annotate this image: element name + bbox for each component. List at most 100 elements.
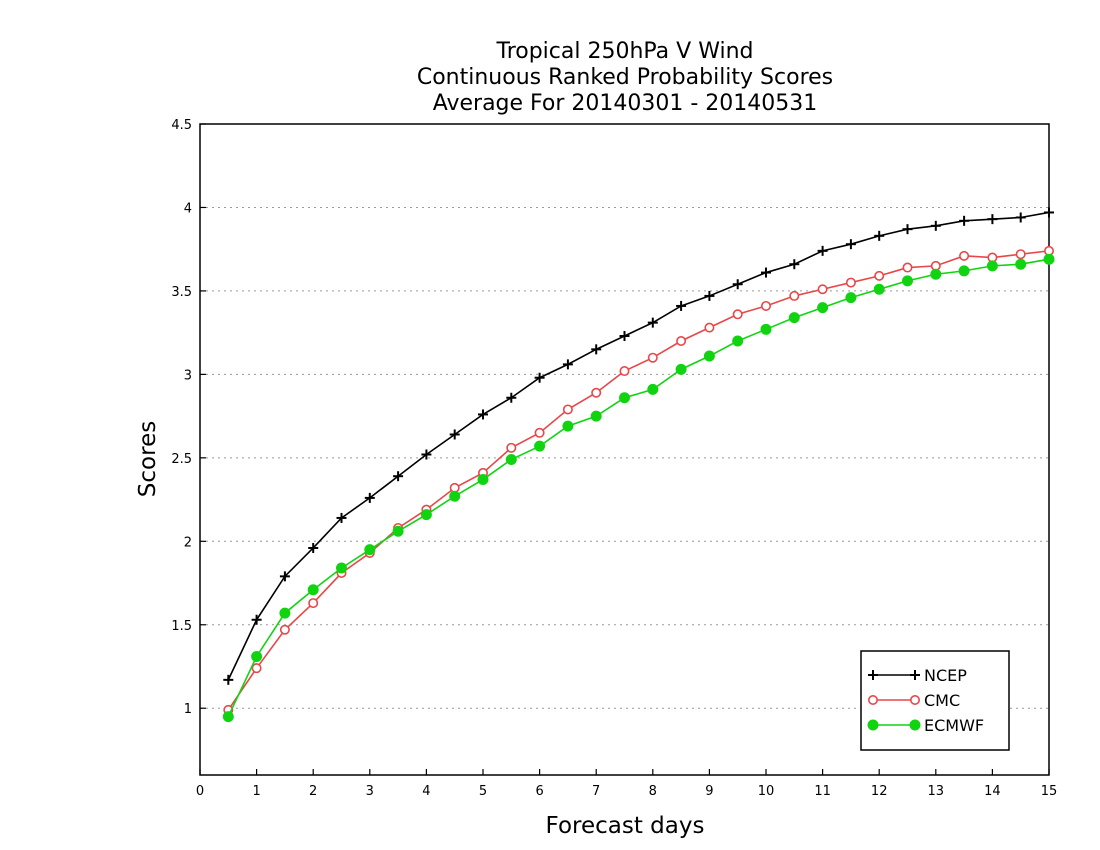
data-point-ecmwf [902, 275, 913, 287]
series-layer [222, 207, 1055, 723]
x-tick-label: 4 [422, 784, 430, 799]
legend-label-ecmwf: ECMWF [924, 716, 984, 735]
y-tick-label: 1.5 [171, 619, 192, 634]
data-point-cmc [789, 290, 800, 301]
y-tick-label: 2 [184, 535, 192, 550]
data-point-cmc [1015, 249, 1026, 260]
data-point-cmc [760, 300, 771, 311]
legend-marker-cmc [867, 694, 878, 705]
data-point-cmc [619, 366, 630, 377]
data-point-ecmwf [986, 260, 998, 272]
series-line-ncep [227, 211, 1050, 681]
data-point-ncep [761, 267, 771, 278]
data-point-ncep [647, 317, 658, 328]
data-point-ecmwf [307, 584, 319, 596]
data-point-ecmwf [647, 383, 659, 395]
series-ecmwf [222, 253, 1055, 723]
series-line-ecmwf [227, 258, 1050, 717]
series-cmc [223, 245, 1055, 715]
data-point-ecmwf [505, 454, 517, 466]
y-tick-label: 3 [184, 368, 192, 383]
data-point-ncep [506, 392, 517, 403]
data-point-ncep [364, 492, 375, 503]
data-point-cmc [308, 598, 319, 609]
data-point-ecmwf [817, 302, 829, 314]
data-point-ncep [336, 512, 347, 523]
data-point-ecmwf [562, 420, 574, 432]
data-point-ecmwf [1015, 258, 1027, 270]
legend-marker-cmc [909, 694, 920, 705]
data-point-ncep [902, 224, 913, 235]
data-point-cmc [506, 442, 517, 453]
x-tick-label: 14 [984, 784, 1001, 799]
data-point-ncep [562, 359, 573, 370]
data-point-cmc [704, 322, 715, 333]
data-point-ncep [789, 259, 800, 270]
data-point-cmc [959, 250, 970, 261]
x-tick-label: 3 [366, 784, 374, 799]
data-point-ncep [308, 542, 319, 553]
data-point-ncep [874, 230, 885, 241]
legend-item-cmc: CMC [867, 691, 960, 710]
data-point-ncep [987, 214, 998, 225]
data-point-ncep [478, 409, 488, 420]
data-point-ncep [959, 215, 970, 226]
x-tick-label: 2 [309, 784, 317, 799]
y-tick-label: 1 [184, 702, 192, 717]
data-point-ecmwf [1043, 253, 1055, 265]
data-point-ncep [591, 344, 602, 355]
x-tick-label: 9 [705, 784, 713, 799]
data-point-cmc [902, 262, 913, 273]
data-point-ncep [845, 239, 856, 250]
x-tick-label: 11 [814, 784, 831, 799]
data-point-ncep [449, 429, 460, 440]
legend: NCEP CMC ECMWF [860, 650, 1010, 751]
x-tick-label: 12 [871, 784, 888, 799]
y-tick-label: 3.5 [171, 285, 192, 300]
data-point-ncep [534, 372, 545, 383]
data-point-cmc [251, 663, 262, 674]
chart-title-line-1: Tropical 250hPa V Wind [495, 39, 753, 64]
data-point-cmc [732, 309, 743, 320]
data-point-cmc [874, 270, 885, 281]
data-point-ecmwf [336, 562, 347, 574]
data-point-ecmwf [420, 509, 432, 521]
data-point-ecmwf [873, 283, 885, 295]
x-tick-label: 6 [535, 784, 543, 799]
grid-lines [200, 123, 1049, 709]
data-point-ecmwf [703, 350, 715, 362]
data-point-ncep [930, 220, 941, 231]
plot-frame [199, 123, 1050, 776]
x-tick-label: 7 [592, 784, 600, 799]
data-point-ncep [676, 300, 687, 311]
x-tick-label: 15 [1041, 784, 1058, 799]
data-point-ncep [619, 330, 630, 341]
data-point-ecmwf [279, 607, 291, 619]
y-axis-label: Scores [135, 421, 161, 497]
data-point-ecmwf [788, 312, 800, 324]
data-point-ecmwf [675, 363, 687, 375]
data-point-ncep [223, 674, 234, 685]
chart-title-line-3: Average For 20140301 - 20140531 [433, 91, 818, 116]
chart-title-line-2: Continuous Ranked Probability Scores [417, 65, 833, 90]
data-point-cmc [279, 624, 290, 635]
legend-label-ncep: NCEP [924, 666, 967, 685]
data-point-ecmwf [958, 265, 970, 277]
data-point-cmc [647, 352, 658, 363]
data-point-ncep [279, 571, 290, 582]
data-point-ecmwf [845, 292, 857, 304]
x-tick-label: 1 [252, 784, 260, 799]
legend-marker-ecmwf [867, 719, 879, 731]
data-point-cmc [591, 387, 602, 398]
data-point-ecmwf [534, 440, 546, 452]
data-point-ncep [393, 471, 404, 482]
data-point-cmc [562, 404, 573, 415]
data-point-ecmwf [222, 711, 234, 723]
y-tick-label: 4.5 [171, 118, 192, 133]
data-point-cmc [817, 284, 828, 295]
series-line-cmc [227, 250, 1050, 711]
data-point-ncep [421, 449, 432, 460]
x-tick-label: 8 [649, 784, 657, 799]
data-point-cmc [676, 335, 687, 346]
